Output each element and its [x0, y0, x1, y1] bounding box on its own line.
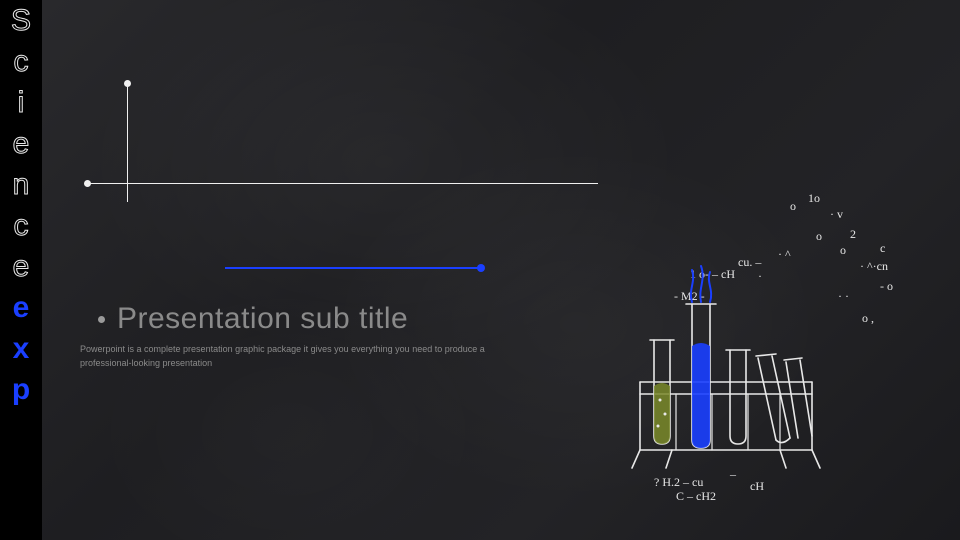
svg-text:o: o [790, 199, 796, 213]
decorative-line-vertical [127, 82, 128, 202]
svg-text:1 o- – cH: 1 o- – cH [690, 267, 735, 281]
decorative-line-horizontal [88, 183, 598, 184]
svg-text:C – cH2: C – cH2 [676, 489, 716, 503]
decorative-line-blue [225, 267, 480, 269]
chemistry-illustration: o 1o · v 2 o o · ^·cn c - o · · · ^ · o … [580, 190, 920, 510]
decorative-dot-blue [477, 264, 485, 272]
title-letter: e [6, 246, 36, 287]
svg-text:· ·: · · [838, 289, 849, 303]
svg-text:cu. –: cu. – [738, 255, 762, 269]
decorative-dot [84, 180, 91, 187]
svg-text:o: o [840, 243, 846, 257]
title-letter-accent: x [6, 328, 36, 369]
title-letter: n [6, 164, 36, 205]
svg-text:- o: - o [880, 279, 893, 293]
subtitle-row: Presentation sub title [98, 302, 408, 336]
svg-text:1o: 1o [808, 191, 820, 205]
subtitle-text: Presentation sub title [117, 302, 408, 336]
title-letter-accent: p [6, 369, 36, 410]
title-letter: c [6, 205, 36, 246]
svg-text:· ^: · ^ [778, 247, 791, 261]
svg-text:·: · [758, 269, 762, 283]
title-letter-accent: e [6, 287, 36, 328]
title-letter: e [6, 123, 36, 164]
svg-text:o ,: o , [862, 311, 874, 325]
slide-canvas: S c i e n c e e x p Presentation sub tit… [0, 0, 960, 540]
svg-text:c: c [880, 241, 885, 255]
svg-text:o: o [816, 229, 822, 243]
svg-text:? H.2 – cu: ? H.2 – cu [654, 475, 703, 489]
svg-text:· ^·cn: · ^·cn [860, 259, 888, 273]
title-letter: i [6, 82, 36, 123]
title-letter: c [6, 41, 36, 82]
svg-text:· v: · v [830, 207, 843, 221]
svg-text:cH: cH [750, 479, 764, 493]
decorative-dot [124, 80, 131, 87]
title-letter: S [6, 0, 36, 41]
vertical-title: S c i e n c e e x p [6, 0, 36, 410]
description-text: Powerpoint is a complete presentation gr… [80, 343, 485, 370]
bullet-icon [98, 316, 105, 323]
svg-text:–: – [729, 467, 737, 481]
svg-text:2: 2 [850, 227, 856, 241]
